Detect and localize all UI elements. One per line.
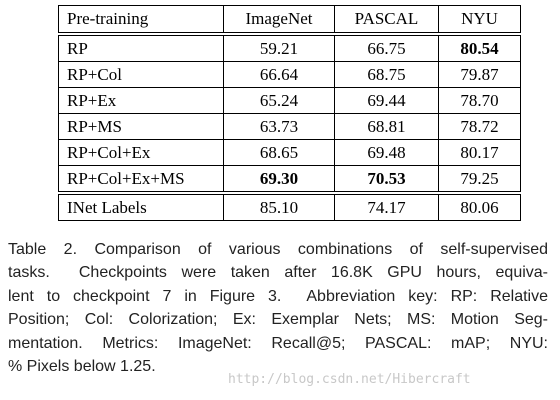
table-cell: 78.72	[438, 113, 521, 140]
table-cell: 79.87	[438, 61, 521, 88]
caption-line: % Pixels below 1.25.	[8, 358, 156, 376]
caption-line: mentation. Metrics: ImageNet: Recall@5; …	[8, 334, 548, 352]
table-cell: 79.25	[438, 165, 521, 194]
caption: Table 2. Comparison of various combinati…	[8, 238, 548, 378]
table-cell: RP+Col+Ex	[58, 139, 224, 166]
table-cell: 69.44	[334, 87, 439, 114]
header-cell: ImageNet	[223, 5, 335, 36]
table-row: RP 59.21 66.75 80.54	[58, 33, 521, 62]
table-cell: 80.17	[438, 139, 521, 166]
caption-line: Table 2. Comparison of various combinati…	[8, 241, 548, 258]
caption-line: lent to checkpoint 7 in Figure 3. Abbrev…	[8, 287, 548, 305]
header-row: Pre-training ImageNet PASCAL NYU	[58, 5, 521, 36]
table-cell: 80.54	[438, 33, 521, 62]
caption-line: Position; Col: Colorization; Ex: Exempla…	[8, 311, 548, 329]
table-cell: 74.17	[334, 191, 439, 221]
table-cell: 68.65	[223, 139, 335, 166]
table-cell: 66.75	[334, 33, 439, 62]
table-row: RP+Col+Ex 68.65 69.48 80.17	[58, 139, 521, 166]
header-cell: PASCAL	[334, 5, 439, 36]
table-cell: 85.10	[223, 191, 335, 221]
table-row: RP+Col 66.64 68.75 79.87	[58, 61, 521, 88]
results-table: Pre-training ImageNet PASCAL NYU RP 59.21 66.7…	[58, 5, 521, 221]
table-cell: RP+Col	[58, 61, 224, 88]
table-cell: 66.64	[223, 61, 335, 88]
table-cell: 78.70	[438, 87, 521, 114]
table-cell: RP	[58, 33, 224, 62]
watermark: http://blog.csdn.net/Hibercraft	[228, 372, 471, 387]
table-row: INet Labels 85.10 74.17 80.06	[58, 191, 521, 221]
header-cell: Pre-training	[58, 5, 224, 36]
table-cell: INet Labels	[58, 191, 224, 221]
table-cell: 63.73	[223, 113, 335, 140]
caption-line: tasks. Checkpoints were taken after 16.8…	[8, 264, 548, 282]
table-cell: 59.21	[223, 33, 335, 62]
table-cell: 69.30	[223, 165, 335, 194]
table-cell: 65.24	[223, 87, 335, 114]
table-row: RP+Col+Ex+MS 69.30 70.53 79.25	[58, 165, 521, 194]
table-cell: 80.06	[438, 191, 521, 221]
header-cell: NYU	[438, 5, 521, 36]
table-row: RP+MS 63.73 68.81 78.72	[58, 113, 521, 140]
table-cell: 69.48	[334, 139, 439, 166]
table-cell: RP+Ex	[58, 87, 224, 114]
table-cell: 70.53	[334, 165, 439, 194]
table-row: RP+Ex 65.24 69.44 78.70	[58, 87, 521, 114]
table-cell: 68.75	[334, 61, 439, 88]
table-cell: RP+Col+Ex+MS	[58, 165, 224, 194]
table-cell: RP+MS	[58, 113, 224, 140]
table-cell: 68.81	[334, 113, 439, 140]
